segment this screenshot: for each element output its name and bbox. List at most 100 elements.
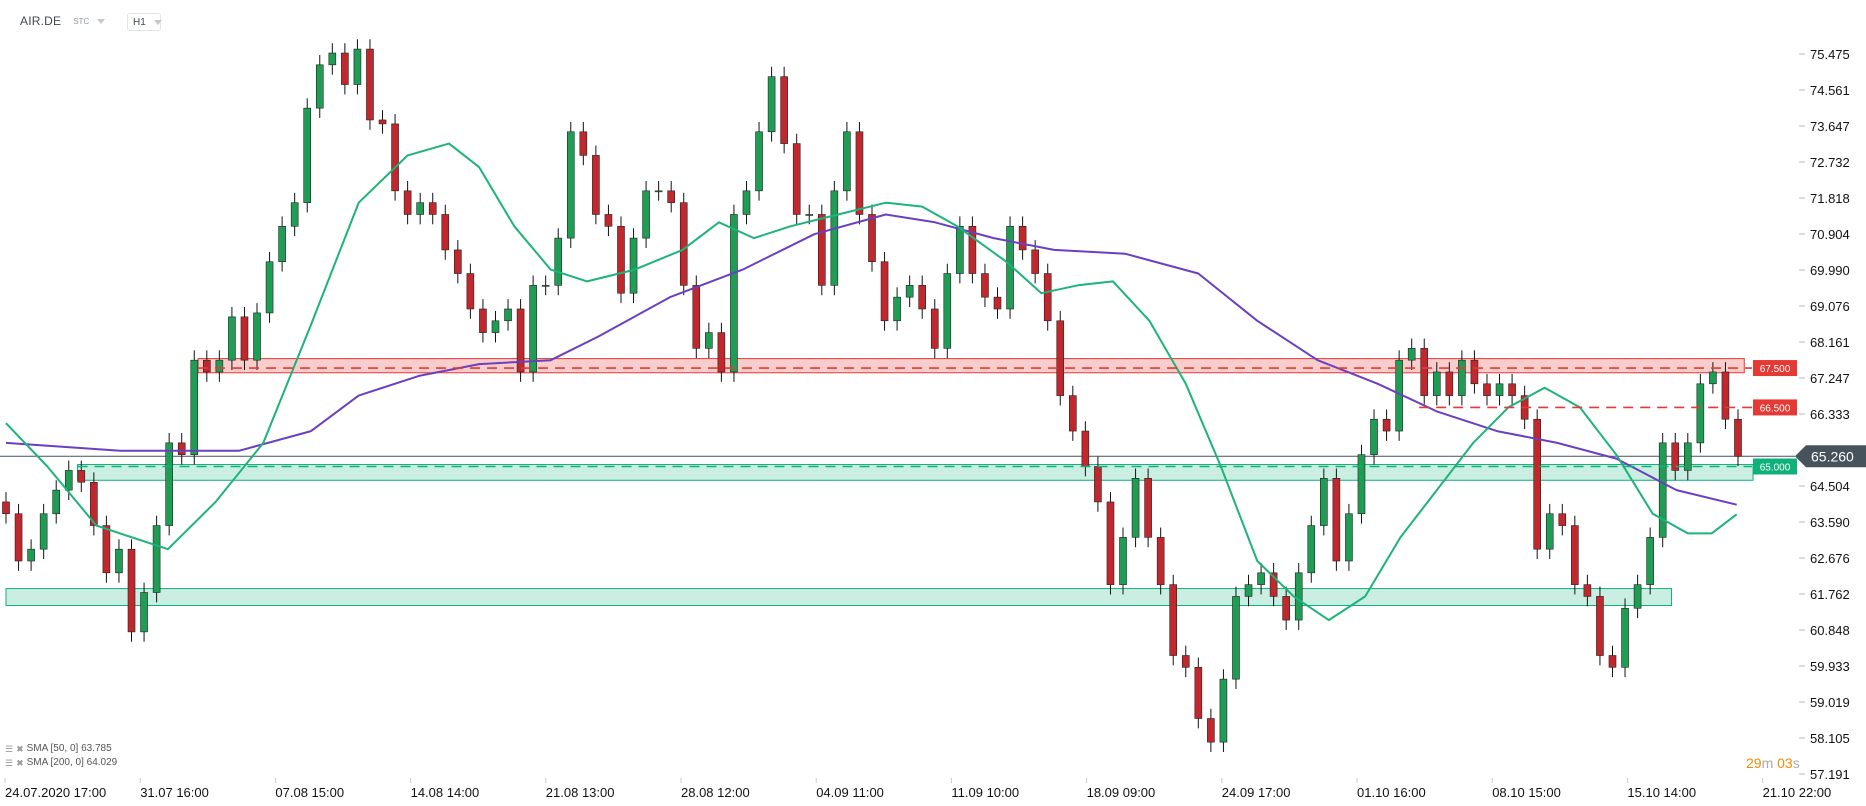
y-tick-label: 58.105 bbox=[1810, 731, 1850, 746]
bear-candle bbox=[1094, 466, 1102, 503]
bull-candle bbox=[767, 76, 776, 133]
symbol-dropdown-icon[interactable] bbox=[97, 18, 106, 24]
bear-candle bbox=[1282, 596, 1290, 621]
bear-candle bbox=[378, 119, 387, 125]
bear-candle bbox=[1043, 273, 1052, 322]
bull-candle bbox=[1219, 678, 1228, 743]
bull-candle bbox=[642, 190, 650, 239]
bull-candle bbox=[830, 190, 839, 286]
bear-candle bbox=[1583, 584, 1592, 597]
y-tick-label: 63.590 bbox=[1810, 515, 1850, 530]
bear-candle bbox=[817, 214, 826, 286]
bear-candle bbox=[579, 131, 588, 156]
bull-candle bbox=[152, 525, 161, 593]
y-tick-label: 69.076 bbox=[1810, 299, 1850, 314]
bear-candle bbox=[981, 273, 989, 298]
x-tick-label: 21.10 22:00 bbox=[1763, 785, 1832, 800]
bull-candle bbox=[943, 273, 952, 349]
bull-candle bbox=[1320, 478, 1328, 526]
bull-candle bbox=[1709, 371, 1717, 385]
settings-icon[interactable]: ☰ bbox=[5, 758, 14, 768]
bull-candle bbox=[1294, 572, 1303, 621]
level-label: 65.000 bbox=[1760, 462, 1791, 473]
bull-candle bbox=[1458, 359, 1466, 396]
bull-candle bbox=[1432, 371, 1441, 396]
bear-candle bbox=[466, 273, 475, 310]
bull-candle bbox=[1345, 513, 1353, 562]
bear-candle bbox=[1608, 655, 1617, 668]
bull-candle bbox=[416, 202, 424, 215]
x-tick-label: 24.09 17:00 bbox=[1222, 785, 1291, 800]
timer-seconds-unit: s bbox=[1792, 755, 1800, 771]
bull-candle bbox=[541, 285, 550, 287]
x-tick-label: 21.08 13:00 bbox=[546, 785, 615, 800]
x-tick-label: 04.09 11:00 bbox=[816, 785, 884, 800]
bull-candle bbox=[1658, 442, 1667, 538]
y-tick-label: 61.762 bbox=[1810, 587, 1850, 602]
bull-candle bbox=[805, 214, 814, 216]
bear-candle bbox=[592, 155, 600, 215]
bear-candle bbox=[1596, 596, 1604, 656]
bear-candle bbox=[604, 214, 613, 227]
bull-candle bbox=[566, 131, 575, 239]
bull-candle bbox=[1357, 454, 1366, 515]
bear-candle bbox=[1169, 584, 1178, 656]
x-tick-label: 18.09 09:00 bbox=[1087, 785, 1156, 800]
bull-candle bbox=[290, 202, 299, 227]
timer-minutes-unit: m bbox=[1761, 755, 1774, 771]
bear-candle bbox=[391, 123, 399, 192]
bear-candle bbox=[1332, 478, 1341, 562]
bull-candle bbox=[529, 285, 537, 373]
bull-candle bbox=[328, 52, 337, 66]
x-tick-label: 01.10 16:00 bbox=[1357, 785, 1426, 800]
x-tick-label: 24.07.2020 17:00 bbox=[5, 785, 106, 800]
x-tick-label: 31.07 16:00 bbox=[140, 785, 209, 800]
bear-candle bbox=[692, 285, 701, 349]
bear-candle bbox=[1144, 478, 1152, 538]
bull-candle bbox=[705, 332, 713, 349]
bull-candle bbox=[1119, 537, 1127, 585]
timer-minutes: 29 bbox=[1746, 755, 1762, 771]
legend-sma50: ☰ ✖ SMA [50, 0] 63.785 bbox=[5, 742, 117, 756]
close-icon[interactable]: ✖ bbox=[16, 744, 24, 754]
timeframe-select[interactable]: H1 bbox=[127, 13, 162, 31]
bear-candle bbox=[1571, 525, 1579, 585]
bull-candle bbox=[554, 237, 563, 286]
bear-candle bbox=[240, 316, 249, 361]
y-tick-label: 62.676 bbox=[1810, 551, 1850, 566]
y-tick-label: 70.904 bbox=[1810, 227, 1850, 242]
bear-candle bbox=[177, 442, 186, 455]
y-tick-label: 66.333 bbox=[1810, 407, 1850, 422]
bear-candle bbox=[1018, 225, 1027, 251]
bull-candle bbox=[654, 190, 663, 193]
bull-candle bbox=[353, 48, 362, 85]
bear-candle bbox=[2, 501, 10, 515]
settings-icon[interactable]: ☰ bbox=[5, 744, 14, 754]
bear-candle bbox=[1081, 430, 1090, 467]
candle-countdown: 29m 03s bbox=[1746, 755, 1800, 771]
bull-candle bbox=[1244, 584, 1253, 597]
timeframe-value: H1 bbox=[133, 16, 146, 28]
bear-candle bbox=[1194, 667, 1203, 719]
bull-candle bbox=[755, 131, 763, 192]
bull-candle bbox=[1545, 513, 1554, 550]
y-tick-label: 71.818 bbox=[1810, 191, 1850, 206]
bull-candle bbox=[730, 214, 738, 373]
bear-candle bbox=[454, 249, 462, 274]
bear-candle bbox=[918, 285, 927, 310]
bull-candle bbox=[1257, 572, 1265, 585]
bear-candle bbox=[516, 308, 525, 373]
bear-candle bbox=[1721, 371, 1730, 420]
bear-candle bbox=[667, 190, 675, 203]
bear-candle bbox=[1056, 320, 1065, 396]
bear-candle bbox=[717, 332, 726, 373]
bear-candle bbox=[479, 308, 487, 333]
close-icon[interactable]: ✖ bbox=[16, 758, 24, 768]
indicator-legend: ☰ ✖ SMA [50, 0] 63.785 ☰ ✖ SMA [200, 0] … bbox=[5, 742, 117, 770]
y-tick-label: 67.247 bbox=[1810, 371, 1850, 386]
bear-candle bbox=[1558, 513, 1567, 526]
level-label-bg bbox=[1753, 360, 1797, 377]
bear-candle bbox=[792, 143, 801, 215]
bear-candle bbox=[127, 548, 136, 633]
